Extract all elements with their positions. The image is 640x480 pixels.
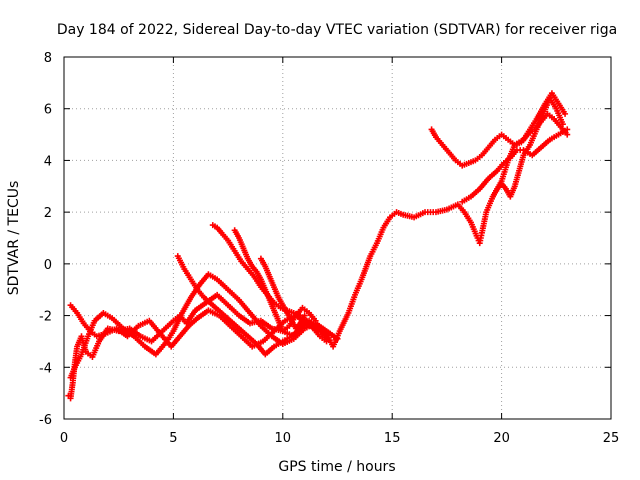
chart-title: Day 184 of 2022, Sidereal Day-to-day VTE… <box>57 22 617 38</box>
y-tick-label: 2 <box>44 206 52 221</box>
y-tick-label: 4 <box>44 154 52 169</box>
y-axis-title: SDTVAR / TECUs <box>6 181 22 296</box>
data-point <box>562 110 569 117</box>
x-tick-label: 20 <box>493 431 510 446</box>
data-point <box>323 338 330 345</box>
data-point <box>301 312 308 319</box>
y-tick-label: 8 <box>44 51 52 66</box>
series-track-2 <box>67 271 341 381</box>
x-tick-label: 10 <box>275 431 292 446</box>
data-point <box>564 131 571 138</box>
plot-frame <box>63 56 612 420</box>
data-points <box>65 90 571 402</box>
tick-labels: 0 5 10 15 20 25 -6 -4 -2 0 2 4 6 8 <box>39 51 619 446</box>
y-tick-label: 0 <box>44 258 52 273</box>
grid-lines <box>64 57 611 419</box>
y-tick-label: -4 <box>39 361 52 376</box>
x-axis-title: GPS time / hours <box>278 459 395 475</box>
data-point <box>564 126 571 133</box>
data-point <box>559 121 566 128</box>
x-tick-label: 0 <box>60 431 68 446</box>
series-track-7 <box>257 255 308 332</box>
series-track-1 <box>65 90 569 402</box>
y-tick-label: -2 <box>39 310 52 325</box>
series-track-10 <box>489 95 566 200</box>
x-tick-label: 25 <box>603 431 620 446</box>
data-point <box>312 317 319 324</box>
series-track-6 <box>231 227 319 335</box>
series-track-4 <box>174 253 330 358</box>
axis-ticks <box>63 56 612 420</box>
y-tick-label: 6 <box>44 103 52 118</box>
series-track-9 <box>459 126 571 205</box>
data-point <box>334 335 341 342</box>
x-tick-label: 15 <box>384 431 401 446</box>
x-tick-label: 5 <box>169 431 177 446</box>
y-tick-label: -6 <box>39 413 52 428</box>
